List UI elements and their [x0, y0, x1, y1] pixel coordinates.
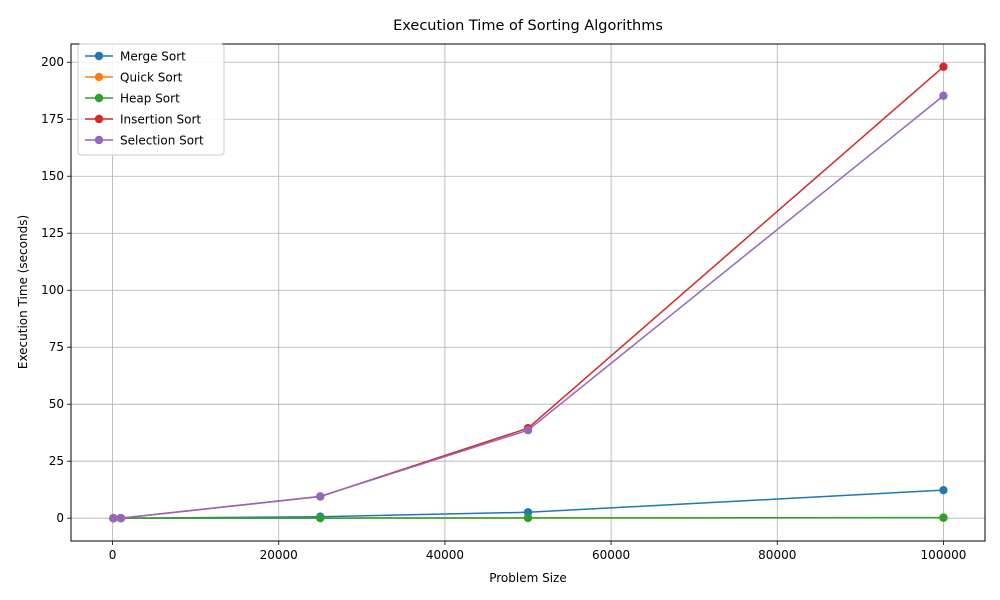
heap-sort-point: [316, 513, 325, 523]
selection-sort-point: [316, 492, 325, 501]
legend-label: Merge Sort: [120, 50, 186, 64]
selection-sort-point: [939, 91, 948, 100]
y-tick-label: 25: [49, 454, 64, 468]
y-tick-label: 125: [41, 226, 64, 240]
legend-label: Insertion Sort: [120, 113, 201, 127]
y-tick-label: 100: [41, 283, 64, 297]
legend-item-selection-sort: Selection Sort: [85, 134, 204, 148]
selection-sort-point: [109, 513, 118, 523]
y-tick-label: 50: [49, 397, 64, 411]
x-tick-label: 20000: [260, 548, 298, 562]
y-tick-label: 150: [41, 169, 64, 183]
legend-swatch-marker: [94, 51, 104, 61]
heap-sort-point: [939, 513, 948, 522]
y-tick-label: 175: [41, 112, 64, 126]
y-tick-label: 75: [49, 340, 64, 354]
x-axis-ticks: 0 20000 40000 60000 80000 100000: [109, 541, 967, 562]
plot-frame: [70, 43, 986, 542]
legend-item-insertion-sort: Insertion Sort: [85, 113, 201, 127]
x-tick-label: 60000: [592, 548, 630, 562]
legend-swatch-marker: [94, 135, 104, 145]
legend-swatch-marker: [94, 72, 104, 82]
chart-title: Execution Time of Sorting Algorithms: [393, 18, 663, 34]
x-tick-label: 80000: [758, 548, 796, 562]
y-axis-label: Execution Time (seconds): [16, 215, 30, 369]
selection-sort-point: [523, 426, 533, 435]
x-tick-label: 0: [109, 548, 117, 562]
legend-label: Selection Sort: [120, 134, 204, 148]
y-axis-ticks: 0 25 50 75 100 125 150 175 200: [41, 55, 71, 525]
legend: Merge Sort Quick Sort Heap Sort Insertion S…: [77, 43, 225, 156]
y-tick-label: 0: [56, 511, 64, 525]
legend-swatch-marker: [94, 114, 104, 124]
x-axis-label: Problem Size: [489, 571, 567, 585]
merge-sort-point: [939, 485, 948, 495]
grid-lines: [71, 44, 985, 541]
legend-label: Quick Sort: [120, 71, 183, 85]
legend-box: [77, 43, 225, 156]
legend-item-merge-sort: Merge Sort: [85, 50, 186, 64]
y-tick-label: 200: [41, 55, 64, 69]
heap-sort-point: [523, 513, 533, 523]
series-selection-sort: [109, 91, 948, 523]
x-tick-label: 40000: [426, 548, 464, 562]
legend-item-heap-sort: Heap Sort: [85, 92, 180, 106]
legend-label: Heap Sort: [120, 92, 180, 106]
selection-sort-point: [116, 513, 126, 523]
x-tick-label: 100000: [921, 548, 967, 562]
insertion-sort-point: [939, 62, 948, 71]
legend-swatch-marker: [94, 93, 104, 103]
legend-item-quick-sort: Quick Sort: [85, 71, 183, 85]
series-layer: [109, 62, 948, 523]
